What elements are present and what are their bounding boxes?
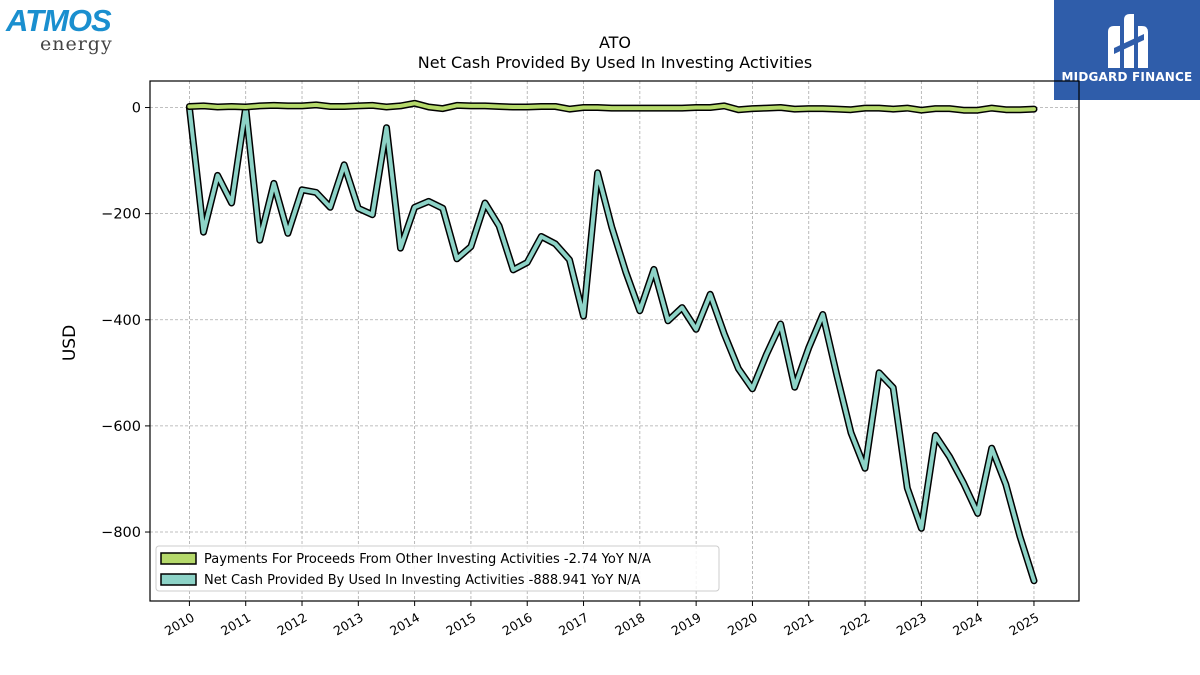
y-tick-label: −800	[101, 525, 141, 541]
x-tick-label: 2018	[612, 610, 647, 639]
midgard-mark-icon	[1108, 14, 1148, 68]
logo-name-text: MIDGARD FINANCE	[1061, 70, 1193, 84]
series-line-1	[187, 105, 1036, 583]
y-axis-ticks: 0 −200 −400 −600 −800	[101, 101, 150, 541]
x-tick-label: 2020	[725, 610, 760, 639]
x-tick-label: 2021	[781, 610, 816, 639]
series-line-0	[187, 101, 1036, 113]
chart-series-group	[185, 99, 1038, 585]
plot-frame	[149, 80, 1080, 602]
x-tick-label: 2011	[218, 610, 253, 639]
x-tick-label: 2017	[556, 610, 591, 639]
logo-sub-text: energy	[40, 33, 113, 55]
y-tick-label: −200	[101, 207, 141, 223]
x-tick-label: 2025	[1006, 610, 1041, 639]
chart-title: ATO	[599, 33, 631, 52]
x-tick-label: 2023	[894, 610, 929, 639]
midgard-finance-logo: MIDGARD FINANCE	[1054, 0, 1200, 100]
x-tick-label: 2016	[500, 610, 535, 639]
x-tick-label: 2024	[950, 610, 985, 639]
legend-label: Payments For Proceeds From Other Investi…	[204, 552, 651, 567]
atmos-energy-logo: ATMOS energy	[6, 3, 130, 58]
x-tick-label: 2022	[837, 610, 872, 639]
x-axis-ticks: 2010 2011 2012 2013 2014 2015 2016 2017 2018 2019…	[162, 601, 1041, 639]
x-tick-label: 2010	[162, 610, 197, 639]
x-tick-label: 2015	[443, 610, 478, 639]
y-tick-label: 0	[132, 101, 141, 117]
legend-box	[155, 545, 720, 592]
legend-swatch	[160, 573, 197, 586]
y-tick-label: −600	[101, 419, 141, 435]
x-tick-label: 2019	[669, 610, 704, 639]
x-tick-label: 2014	[387, 610, 422, 639]
x-tick-label: 2012	[274, 610, 309, 639]
chart-subtitle: Net Cash Provided By Used In Investing A…	[418, 53, 812, 72]
legend-label: Net Cash Provided By Used In Investing A…	[204, 573, 641, 588]
y-tick-label: −400	[101, 313, 141, 329]
y-axis-label: USD	[60, 325, 80, 361]
chart-grid	[150, 81, 1079, 601]
x-tick-label: 2013	[331, 610, 366, 639]
chart-legend: Payments For Proceeds From Other Investi…	[155, 545, 720, 592]
logo-brand-text: ATMOS	[6, 3, 112, 38]
legend-swatch	[160, 552, 197, 565]
series-outline-1	[185, 104, 1038, 585]
